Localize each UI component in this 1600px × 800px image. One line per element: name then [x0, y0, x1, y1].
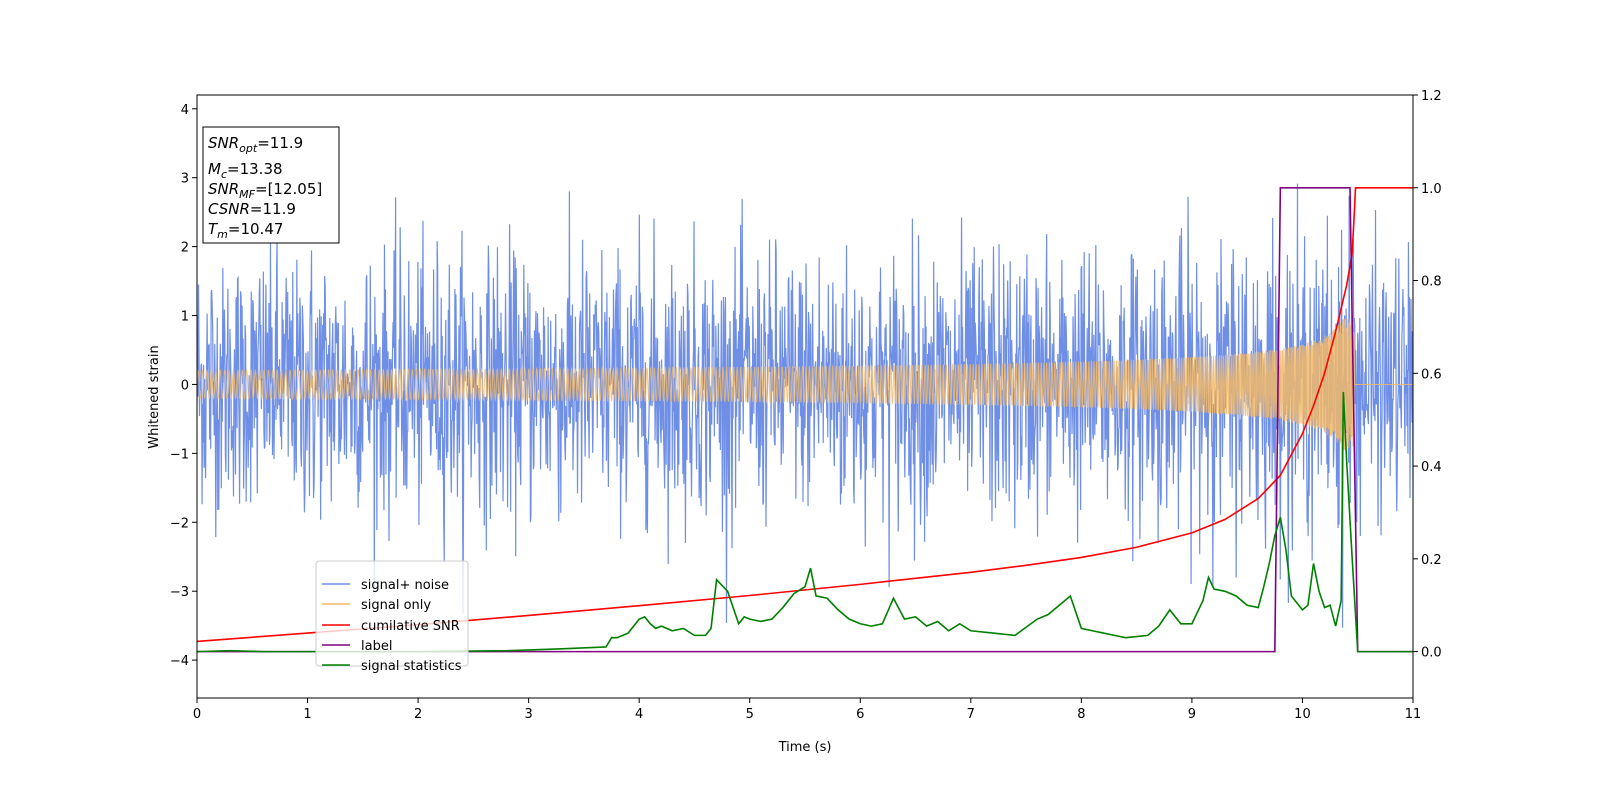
y-right-tick-label: 1.0 — [1421, 182, 1442, 197]
x-tick-label: 10 — [1294, 707, 1311, 722]
y-left-tick-label: 1 — [181, 310, 189, 325]
info-snr-opt: SNRopt=11.9 — [208, 134, 303, 155]
series-signal-statistics-line — [197, 391, 1413, 653]
x-tick-label: 9 — [1188, 707, 1196, 722]
x-tick-label: 5 — [746, 707, 754, 722]
y-left-tick-label: −4 — [170, 654, 189, 669]
series-signal-only-line — [197, 318, 1413, 450]
x-tick-label: 8 — [1077, 707, 1085, 722]
y-right-tick-label: 0.8 — [1421, 275, 1442, 290]
info-tm: Tm=10.47 — [208, 220, 283, 241]
legend-label-signal-statistics: signal statistics — [361, 659, 462, 674]
y-right-tick-label: 0.4 — [1421, 460, 1442, 475]
x-tick-label: 6 — [856, 707, 864, 722]
info-snr-mf: SNRMF=[12.05] — [208, 180, 322, 201]
y-left-tick-label: −3 — [170, 585, 189, 600]
y-right-tick-label: 0.6 — [1421, 367, 1442, 382]
info-box-frame — [202, 126, 340, 244]
y-left-tick-label: −1 — [170, 447, 189, 462]
series-cumulative-snr-line — [197, 186, 1413, 643]
y-left-tick-label: −2 — [170, 516, 189, 531]
y-right-tick-label: 0.2 — [1421, 553, 1442, 568]
legend-label-signal-only: signal only — [361, 598, 431, 613]
x-tick-label: 1 — [303, 707, 311, 722]
y-left-tick-label: 0 — [181, 378, 189, 393]
y-right-tick-label: 1.2 — [1421, 89, 1442, 104]
legend: signal+ noise signal only cumilative SNR… — [315, 560, 469, 674]
legend-label-label: label — [361, 639, 392, 654]
x-tick-label: 7 — [967, 707, 975, 722]
y-left-tick-label: 3 — [181, 172, 189, 187]
x-axis-label: Time (s) — [778, 740, 832, 755]
legend-label-signal-noise: signal+ noise — [361, 578, 449, 593]
y-axis-label: Whitened strain — [147, 345, 162, 448]
axes-layer: 0 1 2 3 4 5 6 7 8 9 10 11 −4 −3 −2 −1 0 1 2 3 4 0.0 0.2 0.4 0.6 0… — [170, 89, 1442, 722]
legend-label-cumulative-snr: cumilative SNR — [361, 619, 460, 634]
info-mc: Mc=13.38 — [208, 160, 283, 181]
x-tick-label: 2 — [414, 707, 422, 722]
series-layer — [197, 183, 1413, 653]
legend-frame — [315, 560, 469, 667]
x-tick-label: 4 — [635, 707, 643, 722]
info-box: SNRopt=11.9 Mc=13.38 SNRMF=[12.05] CSNR=… — [202, 126, 340, 244]
x-tick-label: 11 — [1405, 707, 1422, 722]
info-csnr: CSNR=11.9 — [208, 200, 296, 218]
y-left-tick-label: 4 — [181, 103, 189, 118]
y-left-tick-label: 2 — [181, 241, 189, 256]
x-tick-label: 0 — [193, 707, 201, 722]
x-tick-label: 3 — [524, 707, 532, 722]
y-right-tick-label: 0.0 — [1421, 646, 1442, 661]
plot-frame — [196, 94, 1414, 699]
